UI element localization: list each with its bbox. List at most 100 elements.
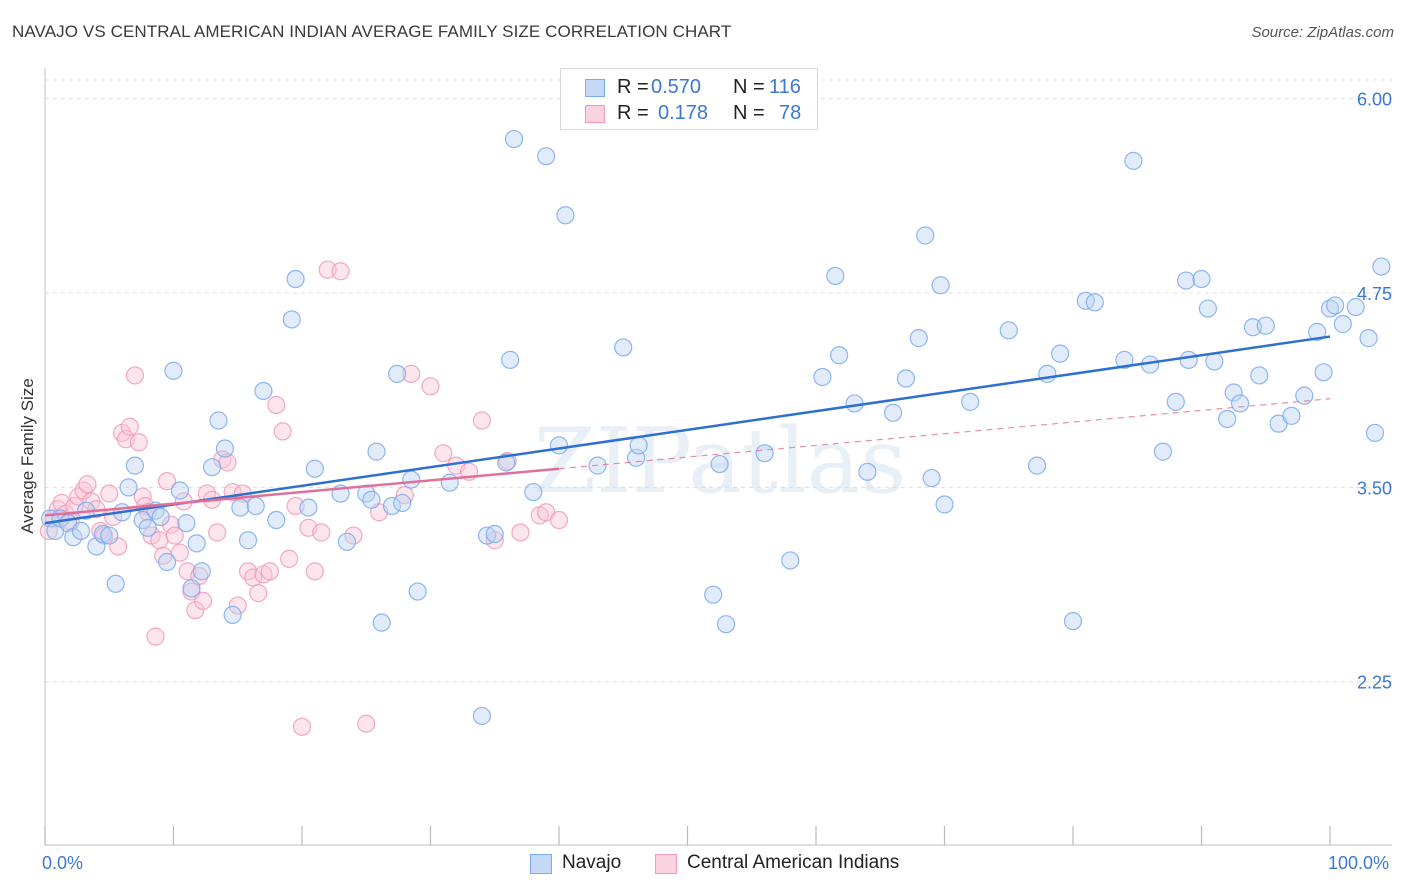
data-point <box>119 478 138 497</box>
y-axis-title: Average Family Size <box>18 378 37 534</box>
navajo-swatch <box>530 854 552 874</box>
data-point <box>164 361 183 380</box>
data-point <box>238 531 258 550</box>
data-point <box>1218 409 1237 429</box>
data-point <box>187 534 206 553</box>
data-point <box>249 584 268 603</box>
data-point <box>896 369 916 388</box>
data-point <box>504 129 524 149</box>
data-point <box>267 395 286 415</box>
data-point <box>629 436 648 455</box>
data-point <box>961 392 980 411</box>
data-point <box>305 562 324 581</box>
data-point <box>614 338 633 357</box>
series-navajo <box>41 129 1391 726</box>
data-point <box>1372 257 1391 276</box>
data-point <box>202 458 222 477</box>
data-point <box>826 266 845 286</box>
n-value: 78 <box>779 102 802 124</box>
data-point <box>170 543 190 562</box>
data-point <box>182 579 201 598</box>
data-point <box>1176 271 1196 290</box>
data-point <box>337 532 357 551</box>
data-point <box>215 439 234 458</box>
n-label: N = <box>733 102 765 124</box>
data-point <box>100 526 119 545</box>
data-point <box>556 206 575 225</box>
data-point <box>331 262 350 281</box>
data-point <box>125 456 145 475</box>
data-point <box>178 562 197 581</box>
data-point <box>231 498 250 517</box>
data-point <box>537 147 556 166</box>
data-point <box>434 444 453 463</box>
data-point <box>931 276 950 295</box>
central-american-trend-extension <box>558 398 1331 470</box>
data-point <box>1365 423 1385 443</box>
data-point <box>1250 366 1269 385</box>
navajo-trend-line <box>44 335 1331 525</box>
x-tick-label-max: 100.0% <box>1328 853 1390 873</box>
data-point <box>472 411 491 430</box>
data-point <box>485 524 504 544</box>
data-point <box>909 329 928 348</box>
y-tick-labels: 6.00 4.75 3.50 2.25 <box>1357 90 1392 693</box>
data-point <box>186 601 205 620</box>
data-point <box>228 596 247 615</box>
watermark: ZIPatlas <box>533 409 906 514</box>
data-point <box>1295 386 1314 405</box>
data-point <box>477 526 497 545</box>
data-point <box>716 615 736 634</box>
legend-label: Central American Indians <box>687 852 900 873</box>
data-point <box>280 549 299 569</box>
r-value: 0.570 <box>651 76 702 98</box>
data-point <box>1192 269 1211 289</box>
data-point <box>883 403 903 422</box>
data-point <box>1085 293 1104 312</box>
y-tick-label: 6.00 <box>1357 90 1392 110</box>
data-point <box>1346 297 1365 317</box>
data-point <box>1282 406 1301 425</box>
data-point <box>157 552 177 572</box>
data-point <box>305 459 324 478</box>
data-point <box>1230 394 1250 413</box>
data-point <box>146 627 165 646</box>
data-point <box>1308 322 1327 341</box>
data-point <box>1359 329 1378 348</box>
data-point <box>129 433 148 452</box>
trend-lines <box>44 335 1331 525</box>
series-central-american-indians <box>39 260 569 736</box>
data-point <box>813 367 832 387</box>
data-point <box>1179 350 1198 369</box>
data-point <box>704 585 723 604</box>
data-point <box>387 364 407 383</box>
data-point <box>1224 383 1243 402</box>
data-point <box>382 496 402 516</box>
data-point <box>501 350 520 369</box>
data-point <box>549 436 569 455</box>
central-american-swatch <box>655 854 677 874</box>
data-point <box>362 490 381 509</box>
data-point <box>286 269 305 289</box>
data-point <box>830 346 849 365</box>
data-point <box>845 394 864 413</box>
data-point <box>78 475 97 494</box>
data-point <box>192 562 211 581</box>
central-american-swatch <box>585 105 605 123</box>
data-point <box>273 422 292 441</box>
y-tick-label: 2.25 <box>1357 673 1392 693</box>
data-point <box>1115 350 1134 369</box>
data-point <box>858 462 877 481</box>
data-point <box>1333 315 1352 334</box>
data-point <box>157 472 177 491</box>
y-tick-label: 3.50 <box>1357 478 1392 498</box>
data-point <box>292 717 312 736</box>
data-point <box>393 493 412 513</box>
data-point <box>106 574 125 593</box>
r-label: R = <box>617 76 649 98</box>
y-tick-label: 4.75 <box>1357 284 1392 304</box>
data-point <box>549 510 569 530</box>
legend-label: Navajo <box>562 852 622 873</box>
data-point <box>402 364 421 383</box>
data-point <box>421 377 440 396</box>
